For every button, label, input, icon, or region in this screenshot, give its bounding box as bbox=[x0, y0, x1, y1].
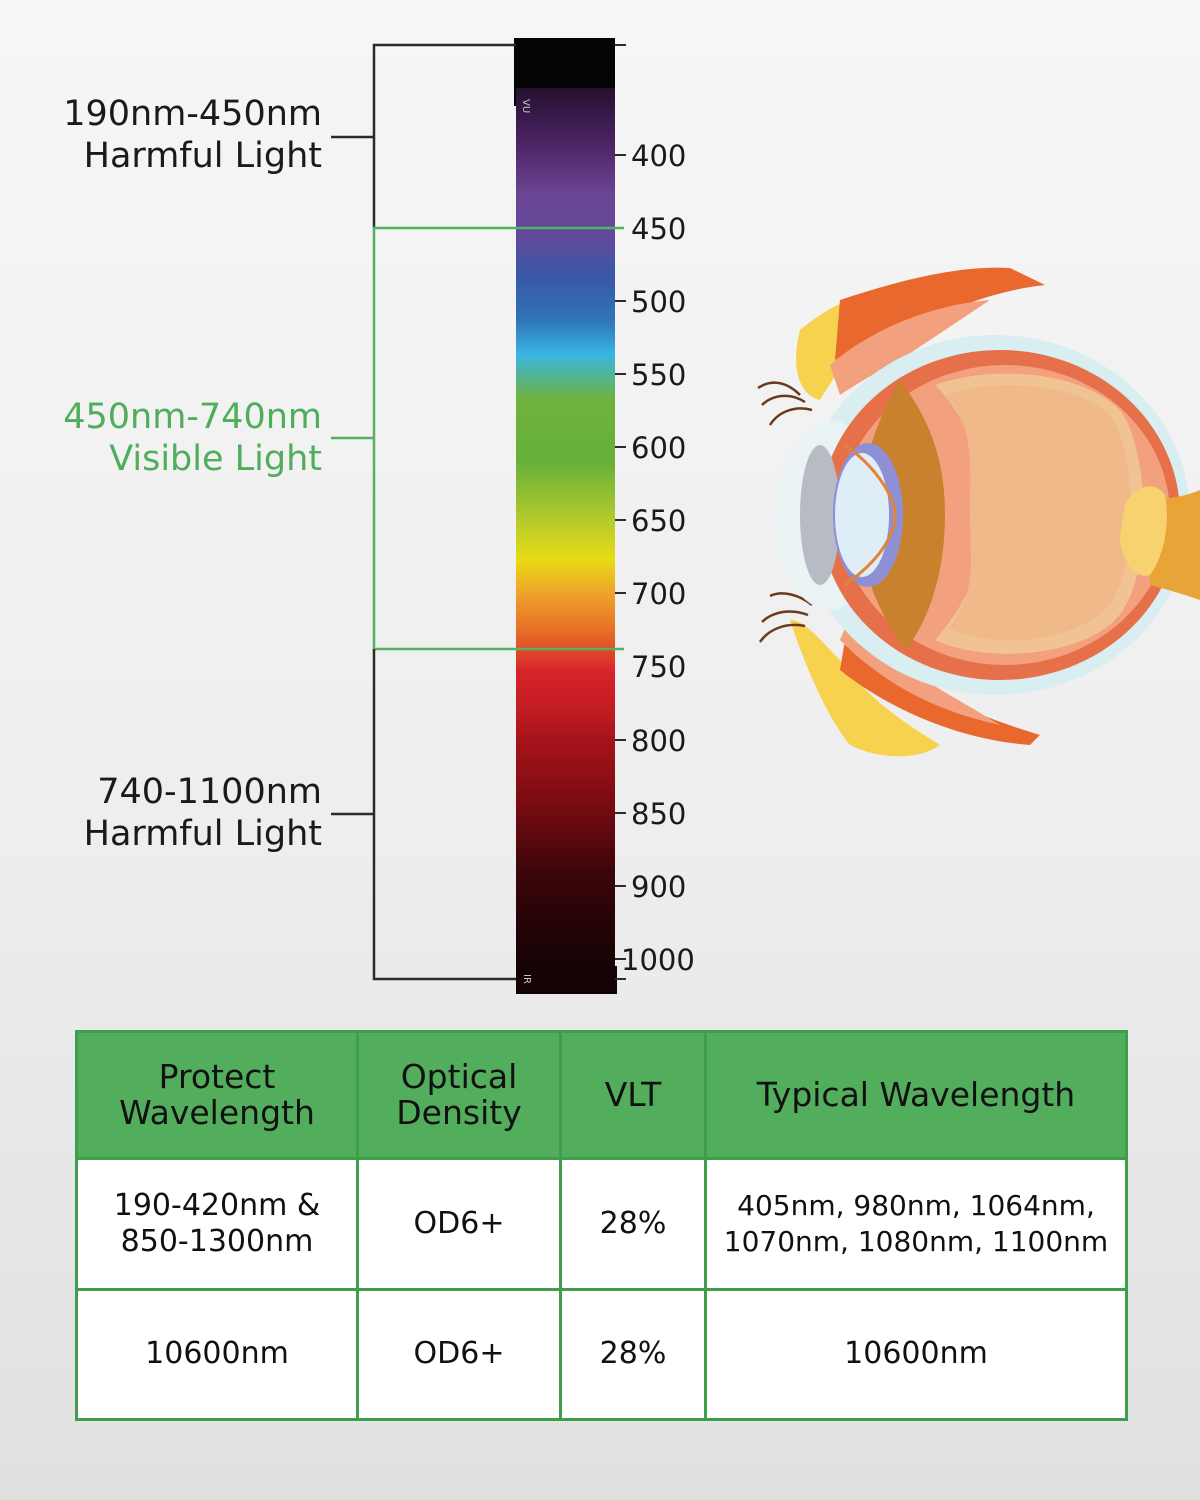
tick-label: 700 bbox=[631, 577, 686, 611]
header-typical-label: Typical Wavelength bbox=[756, 1075, 1076, 1114]
bracket-uv bbox=[331, 43, 516, 228]
range-label-ir-range: 740-1100nm bbox=[97, 772, 322, 812]
header-protect-line1: Protect bbox=[158, 1057, 276, 1096]
range-label-visible-range: 450nm-740nm bbox=[63, 397, 322, 437]
eye-anatomy-icon bbox=[757, 267, 1200, 757]
cell-protect-line2: 850-1300nm bbox=[120, 1223, 314, 1259]
header-protect-line2: Wavelength bbox=[119, 1093, 315, 1132]
cell-typical-line2: 1070nm, 1080nm, 1100nm bbox=[723, 1224, 1109, 1258]
range-label-visible: 450nm-740nm Visible Light bbox=[63, 396, 322, 480]
tick-marks bbox=[615, 44, 626, 980]
header-typical-wavelength: Typical Wavelength bbox=[704, 1030, 1128, 1160]
header-protect-wavelength: Protect Wavelength bbox=[75, 1030, 359, 1160]
spectrum-bar-top-text: VU bbox=[520, 99, 531, 113]
cell-typical-wavelength: 405nm, 980nm, 1064nm, 1070nm, 1080nm, 11… bbox=[704, 1157, 1128, 1291]
bracket-ir bbox=[331, 649, 516, 981]
spec-table: Protect Wavelength Optical Density VLT T… bbox=[75, 1030, 1128, 1421]
range-label-uv-range: 190nm-450nm bbox=[63, 94, 322, 134]
tick-label: 500 bbox=[631, 285, 686, 319]
spectrum-diagram: VU IR 400 450 500 550 600 650 700 bbox=[331, 38, 695, 994]
tick-label: 600 bbox=[631, 431, 686, 465]
header-vlt: VLT bbox=[559, 1030, 707, 1160]
header-od-line1: Optical bbox=[400, 1057, 518, 1096]
tick-label: 800 bbox=[631, 724, 686, 758]
header-vlt-label: VLT bbox=[604, 1075, 662, 1114]
tick-label: 650 bbox=[631, 504, 686, 538]
tick-label: 1000 bbox=[621, 943, 695, 977]
header-optical-density: Optical Density bbox=[356, 1030, 562, 1160]
cell-optical-density: OD6+ bbox=[356, 1157, 562, 1291]
range-label-ir: 740-1100nm Harmful Light bbox=[84, 771, 322, 855]
table-row: 10600nm OD6+ 28% 10600nm bbox=[75, 1287, 1128, 1421]
tick-label: 550 bbox=[631, 358, 686, 392]
range-label-ir-type: Harmful Light bbox=[83, 814, 322, 854]
spectrum-bar bbox=[516, 88, 615, 978]
range-label-uv: 190nm-450nm Harmful Light bbox=[63, 93, 322, 177]
table-row: 190-420nm & 850-1300nm OD6+ 28% 405nm, 9… bbox=[75, 1157, 1128, 1291]
header-od-line2: Density bbox=[396, 1093, 522, 1132]
tick-label: 450 bbox=[631, 212, 686, 246]
tick-label: 750 bbox=[631, 650, 686, 684]
tick-label: 400 bbox=[631, 139, 686, 173]
cell-optical-density: OD6+ bbox=[356, 1287, 562, 1421]
cell-vlt: 28% bbox=[559, 1157, 707, 1291]
cell-typical-wavelength: 10600nm bbox=[704, 1287, 1128, 1421]
tick-label: 900 bbox=[631, 870, 686, 904]
cell-typical-line1: 405nm, 980nm, 1064nm, bbox=[737, 1188, 1095, 1222]
cell-protect-wavelength: 190-420nm & 850-1300nm bbox=[75, 1157, 359, 1291]
bracket-visible bbox=[331, 226, 624, 651]
table-header-row: Protect Wavelength Optical Density VLT T… bbox=[75, 1030, 1128, 1160]
cell-protect-line1: 190-420nm & bbox=[113, 1187, 321, 1223]
spectrum-bar-bottom-text: IR bbox=[521, 974, 532, 984]
spectrum-bar-bottom-block bbox=[516, 966, 617, 994]
cell-protect-wavelength: 10600nm bbox=[75, 1287, 359, 1421]
range-label-visible-type: Visible Light bbox=[109, 439, 322, 479]
cell-vlt: 28% bbox=[559, 1287, 707, 1421]
tick-label: 850 bbox=[631, 797, 686, 831]
range-label-uv-type: Harmful Light bbox=[83, 136, 322, 176]
